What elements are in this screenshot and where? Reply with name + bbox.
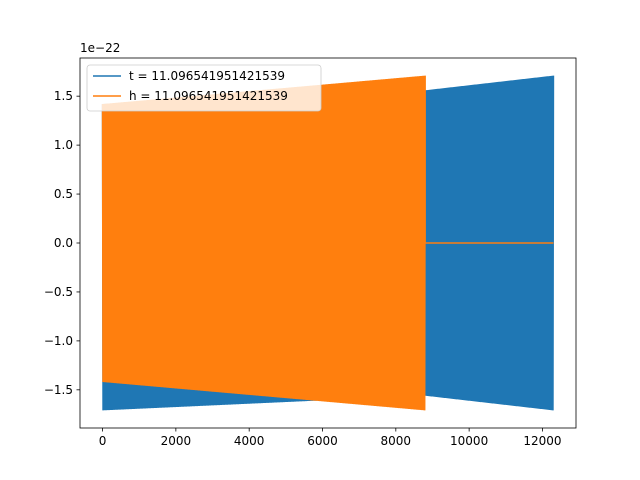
series-h-line <box>101 75 554 411</box>
y-tick-label: 1.5 <box>54 89 73 103</box>
x-tick-label: 2000 <box>161 434 192 448</box>
ticks-layer: 0 2000 4000 6000 8000 10000 12000 −1.5 −1.0 −0.5 0… <box>44 89 562 448</box>
series-layer <box>101 75 555 411</box>
offset-label: 1e−22 <box>80 41 120 55</box>
x-tick-label: 12000 <box>523 434 561 448</box>
y-tick-label: −1.5 <box>44 383 73 397</box>
legend: t = 11.096541951421539 h = 11.09654195142… <box>86 64 322 112</box>
legend-box <box>86 64 322 112</box>
legend-label: t = 11.096541951421539 <box>129 69 285 83</box>
x-tick-label: 6000 <box>307 434 338 448</box>
legend-label: h = 11.096541951421539 <box>129 89 288 103</box>
y-tick-label: −1.0 <box>44 334 73 348</box>
x-tick-label: 0 <box>99 434 107 448</box>
y-tick-label: 0.0 <box>54 236 73 250</box>
x-tick-label: 10000 <box>450 434 488 448</box>
y-tick-label: 1.0 <box>54 138 73 152</box>
x-tick-label: 4000 <box>234 434 265 448</box>
y-tick-label: 0.5 <box>54 187 73 201</box>
x-tick-label: 8000 <box>381 434 412 448</box>
y-tick-label: −0.5 <box>44 285 73 299</box>
